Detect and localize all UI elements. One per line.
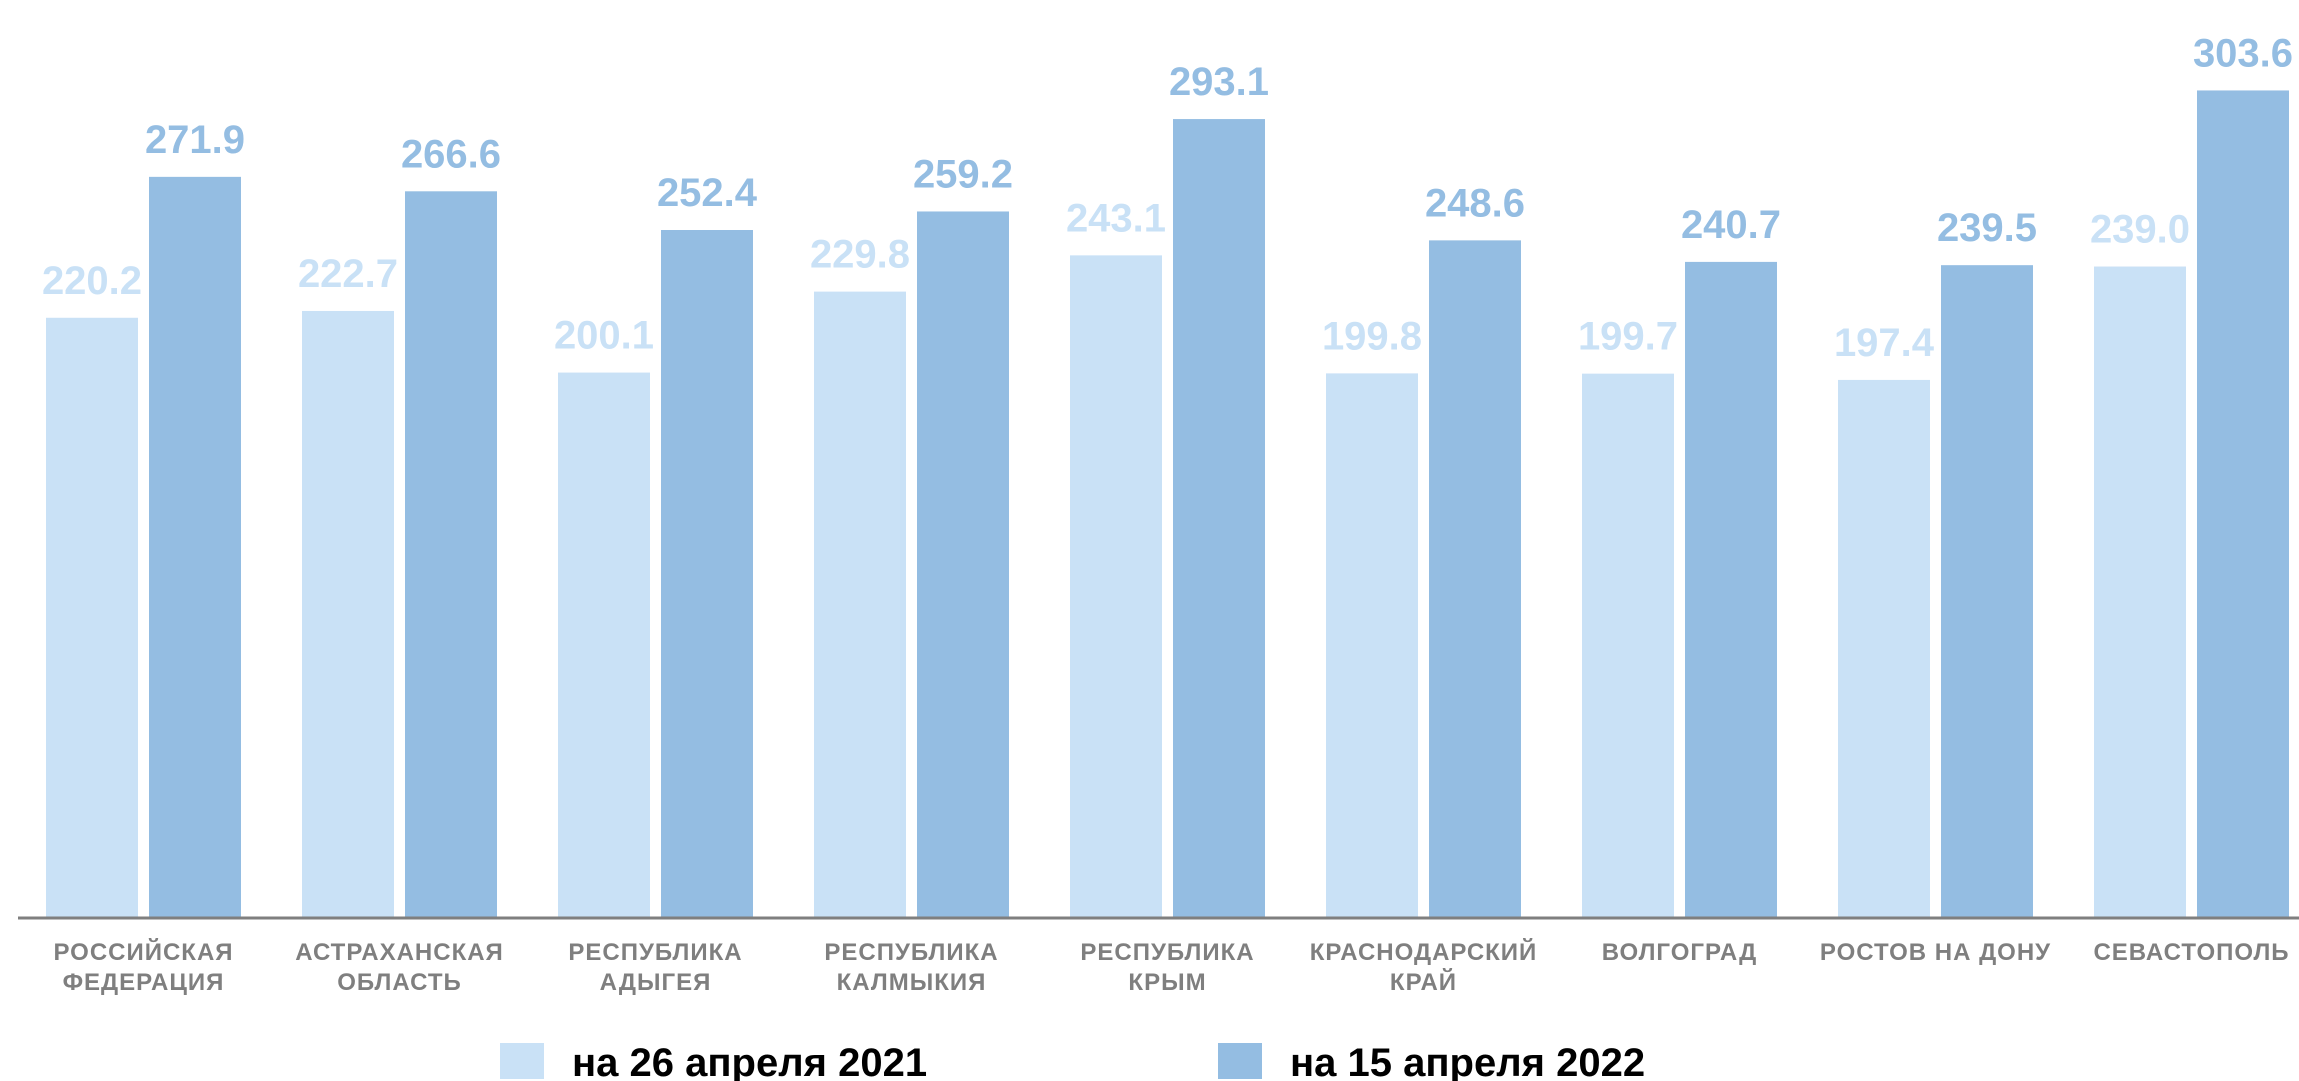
value-label-2021-2: 200.1 [554, 314, 654, 358]
value-label-2021-6: 199.7 [1578, 315, 1678, 359]
value-label-2022-8: 303.6 [2193, 31, 2293, 75]
category-label-1: АСТРАХАНСКАЯ ОБЛАСТЬ [295, 939, 504, 996]
bar-2022-5 [1429, 240, 1521, 919]
value-label-2021-0: 220.2 [42, 259, 142, 303]
value-label-2022-0: 271.9 [145, 118, 245, 162]
category-label-0: РОССИЙСКАЯ ФЕДЕРАЦИЯ [53, 938, 233, 996]
bar-2021-6 [1582, 373, 1674, 918]
bar-2021-0 [46, 317, 138, 918]
legend-swatch-2022 [1218, 1043, 1262, 1079]
legend-label-2021: на 26 апреля 2021 [572, 1041, 927, 1081]
category-label-5: КРАСНОДАРСКИЙ КРАЙ [1310, 938, 1538, 996]
category-label-2: РЕСПУБЛИКА АДЫГЕЯ [568, 939, 742, 996]
value-label-2022-7: 239.5 [1937, 206, 2037, 250]
bar-2022-8 [2197, 90, 2289, 918]
bar-2021-3 [814, 291, 906, 918]
category-label-4: РЕСПУБЛИКА КРЫМ [1080, 939, 1254, 996]
bar-2021-4 [1070, 255, 1162, 918]
bar-2021-8 [2094, 266, 2186, 919]
value-label-2021-8: 239.0 [2090, 208, 2190, 252]
category-label-7: РОСТОВ НА ДОНУ [1820, 939, 2051, 966]
bar-2021-5 [1326, 373, 1418, 918]
value-label-2022-6: 240.7 [1681, 203, 1781, 247]
legend-label-2022: на 15 апреля 2022 [1290, 1041, 1645, 1081]
category-labels-group: РОССИЙСКАЯ ФЕДЕРАЦИЯ АСТРАХАНСКАЯ ОБЛАСТЬ РЕ… [53, 938, 2289, 996]
category-label-6: ВОЛГОГРАД [1602, 939, 1757, 966]
bar-2021-7 [1838, 379, 1930, 919]
value-label-2022-1: 266.6 [401, 132, 501, 176]
bar-2022-1 [405, 191, 497, 919]
value-label-2021-7: 197.4 [1834, 321, 1935, 365]
value-label-2022-2: 252.4 [657, 171, 758, 215]
bar-2022-6 [1685, 261, 1777, 918]
legend: на 26 апреля 2021 на 15 апреля 2022 [500, 1041, 1645, 1081]
bar-2021-2 [558, 372, 650, 918]
value-label-2021-3: 229.8 [810, 233, 910, 277]
value-label-2021-5: 199.8 [1322, 314, 1422, 358]
category-label-8: СЕВАСТОПОЛЬ [2093, 939, 2289, 966]
category-label-3: РЕСПУБЛИКА КАЛМЫКИЯ [824, 939, 998, 996]
bar-2022-2 [661, 230, 753, 918]
value-label-2022-4: 293.1 [1169, 60, 1269, 104]
bars-group [46, 90, 2289, 919]
bar-2022-7 [1941, 265, 2033, 919]
value-labels-group: 220.2 271.9 222.7 266.6 200.1 252.4 229.8259.2… [42, 31, 2293, 364]
value-label-2022-5: 248.6 [1425, 181, 1525, 225]
bar-2022-3 [917, 211, 1009, 919]
value-label-2022-3: 259.2 [913, 152, 1013, 196]
value-label-2021-4: 243.1 [1066, 196, 1166, 240]
legend-swatch-2021 [500, 1043, 544, 1079]
bar-2022-0 [149, 176, 241, 919]
value-label-2021-1: 222.7 [298, 252, 398, 296]
bar-2021-1 [302, 310, 394, 918]
bar-2022-4 [1173, 119, 1265, 918]
